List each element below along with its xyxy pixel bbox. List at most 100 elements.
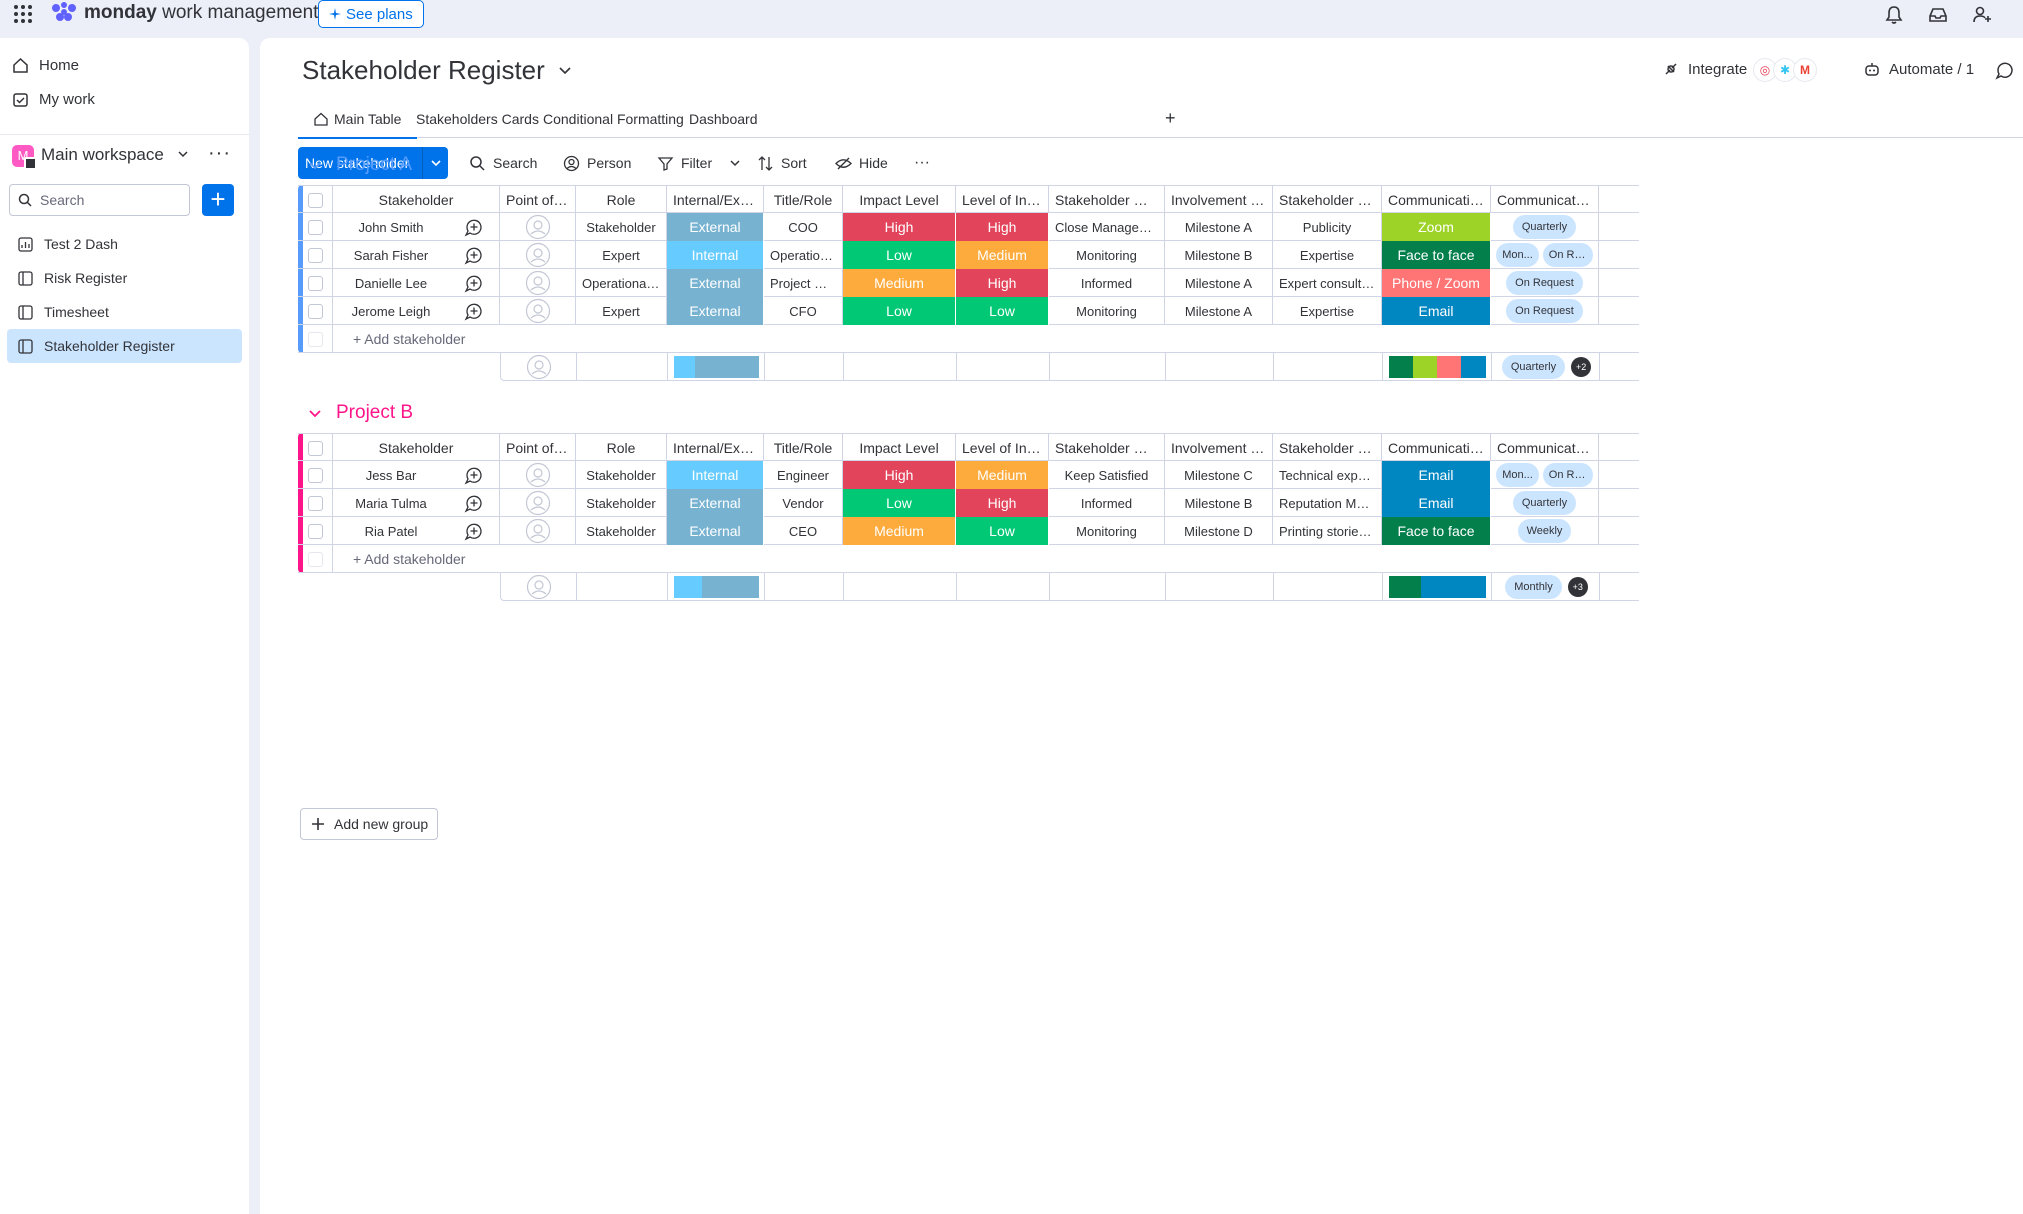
ie-status-cell[interactable]: External bbox=[667, 489, 764, 517]
sort-button[interactable]: Sort bbox=[757, 147, 807, 179]
column-header[interactable]: Stakeholder mappi... bbox=[1049, 434, 1165, 462]
column-header[interactable]: Communication ... bbox=[1382, 434, 1491, 462]
column-header[interactable]: Stakeholder Imp... bbox=[1273, 186, 1382, 214]
update-cell[interactable] bbox=[449, 297, 500, 325]
role-cell[interactable]: Operational Tea... bbox=[576, 269, 667, 297]
column-header[interactable]: Internal/Extern... bbox=[667, 434, 764, 462]
sidebar-board-item[interactable]: Timesheet bbox=[7, 295, 242, 329]
column-header[interactable]: Role bbox=[576, 434, 667, 462]
communication-method-cell[interactable]: Email bbox=[1382, 461, 1491, 489]
ie-status-cell[interactable]: External bbox=[667, 213, 764, 241]
communication-frequency-cell[interactable]: On Request bbox=[1491, 269, 1599, 297]
ie-summary-bar[interactable] bbox=[673, 576, 759, 598]
stakeholder-importance-cell[interactable]: Reputation Manage... bbox=[1273, 489, 1382, 517]
group-header[interactable]: Project A bbox=[308, 151, 412, 179]
column-header[interactable]: Level of Invol... bbox=[956, 186, 1049, 214]
stakeholder-name-cell[interactable]: Danielle Lee bbox=[354, 275, 428, 291]
communication-frequency-cell[interactable]: On Request bbox=[1491, 297, 1599, 325]
stakeholder-importance-cell[interactable]: Expert consultancy bbox=[1273, 269, 1382, 297]
add-view-button[interactable]: + bbox=[1165, 108, 1176, 128]
point-of-contact-cell[interactable] bbox=[500, 489, 576, 517]
title-role-cell[interactable]: CEO bbox=[764, 517, 843, 545]
tab-main-table[interactable]: Main Table bbox=[298, 100, 418, 139]
frequency-tag[interactable]: Quarterly bbox=[1512, 491, 1577, 515]
involvement-milestone-cell[interactable]: Milestone A bbox=[1165, 213, 1273, 241]
communication-frequency-cell[interactable]: Mon... On Req... bbox=[1491, 241, 1599, 269]
ie-status-cell[interactable]: Internal bbox=[667, 461, 764, 489]
table-row[interactable]: Jess Bar Stakeholder Internal Engineer High M… bbox=[298, 461, 1639, 489]
column-header[interactable]: Involvement Mile... bbox=[1165, 186, 1273, 214]
column-header[interactable]: Internal/Extern... bbox=[667, 186, 764, 214]
role-cell[interactable]: Expert bbox=[576, 297, 667, 325]
stakeholder-name-cell[interactable]: Ria Patel bbox=[364, 523, 418, 539]
add-board-button[interactable]: + bbox=[202, 184, 234, 216]
ie-status-cell[interactable]: External bbox=[667, 269, 764, 297]
column-header[interactable]: Point of C... bbox=[500, 434, 576, 462]
stakeholder-mapping-cell[interactable]: Monitoring bbox=[1049, 241, 1165, 269]
page-title[interactable]: Stakeholder Register bbox=[302, 55, 545, 85]
update-cell[interactable] bbox=[449, 489, 500, 517]
stakeholder-mapping-cell[interactable]: Monitoring bbox=[1049, 517, 1165, 545]
frequency-tag[interactable]: Monthly bbox=[1505, 575, 1562, 599]
sidebar-board-item[interactable]: Risk Register bbox=[7, 261, 242, 295]
stakeholder-importance-cell[interactable]: Printing stories that... bbox=[1273, 517, 1382, 545]
communication-method-cell[interactable]: Phone / Zoom bbox=[1382, 269, 1491, 297]
role-cell[interactable]: Stakeholder bbox=[576, 461, 667, 489]
chevron-down-icon[interactable] bbox=[557, 62, 573, 78]
role-cell[interactable]: Stakeholder bbox=[576, 517, 667, 545]
add-update-icon[interactable] bbox=[464, 301, 484, 321]
point-of-contact-cell[interactable] bbox=[500, 213, 576, 241]
impact-status-cell[interactable]: Low bbox=[843, 489, 956, 517]
checkbox-cell[interactable] bbox=[298, 186, 333, 214]
table-row[interactable]: Danielle Lee Operational Tea...ExternalPr… bbox=[298, 269, 1639, 297]
stakeholder-mapping-cell[interactable]: Informed bbox=[1049, 489, 1165, 517]
impact-status-cell[interactable]: High bbox=[843, 461, 956, 489]
role-cell[interactable]: Expert bbox=[576, 241, 667, 269]
more-actions-button[interactable]: ··· bbox=[914, 154, 930, 171]
involvement-milestone-cell[interactable]: Milestone A bbox=[1165, 269, 1273, 297]
stakeholder-importance-cell[interactable]: Technical expertise bbox=[1273, 461, 1382, 489]
stakeholder-mapping-cell[interactable]: Monitoring bbox=[1049, 297, 1165, 325]
column-header[interactable]: Communication ... bbox=[1491, 186, 1599, 214]
add-update-icon[interactable] bbox=[464, 245, 484, 265]
workspace-selector[interactable]: Main workspace bbox=[41, 145, 189, 165]
stakeholder-mapping-cell[interactable]: Informed bbox=[1049, 269, 1165, 297]
communication-frequency-cell[interactable]: Weekly bbox=[1491, 517, 1599, 545]
person-avatar-icon[interactable] bbox=[525, 214, 551, 240]
tab-conditional-formatting[interactable]: Conditional Formatting bbox=[543, 111, 684, 127]
involvement-milestone-cell[interactable]: Milestone D bbox=[1165, 517, 1273, 545]
select-all-checkbox[interactable] bbox=[307, 192, 323, 208]
invite-user-icon[interactable] bbox=[1971, 4, 1993, 26]
checkbox-cell[interactable] bbox=[298, 269, 333, 297]
person-avatar-icon[interactable] bbox=[525, 270, 551, 296]
checkbox-cell[interactable] bbox=[298, 434, 333, 462]
column-header[interactable]: Stakeholder mappi... bbox=[1049, 186, 1165, 214]
invol-status-cell[interactable]: Low bbox=[956, 297, 1049, 325]
row-checkbox[interactable] bbox=[307, 495, 323, 511]
ie-status-cell[interactable]: Internal bbox=[667, 241, 764, 269]
chevron-down-icon[interactable] bbox=[308, 406, 322, 420]
stakeholder-name-cell[interactable]: Jerome Leigh bbox=[351, 303, 431, 319]
inbox-icon[interactable] bbox=[1927, 4, 1949, 26]
person-avatar-icon[interactable] bbox=[525, 490, 551, 516]
stakeholder-name-cell[interactable]: John Smith bbox=[358, 219, 424, 235]
filter-button[interactable]: Filter bbox=[657, 147, 741, 179]
ie-status-cell[interactable]: External bbox=[667, 517, 764, 545]
checkbox-cell[interactable] bbox=[298, 297, 333, 325]
person-avatar-icon[interactable] bbox=[525, 518, 551, 544]
add-new-group-button[interactable]: Add new group bbox=[300, 808, 439, 840]
title-role-cell[interactable]: Engineer bbox=[764, 461, 843, 489]
person-filter-button[interactable]: Person bbox=[563, 147, 631, 179]
person-avatar-icon[interactable] bbox=[525, 298, 551, 324]
add-stakeholder-input[interactable]: + Add stakeholder bbox=[353, 331, 466, 347]
column-header[interactable]: Stakeholder bbox=[333, 186, 500, 214]
table-row[interactable]: Jerome Leigh Expert External CFO Low Low Monit… bbox=[298, 297, 1639, 325]
role-cell[interactable]: Stakeholder bbox=[576, 489, 667, 517]
table-row[interactable]: Ria Patel Stakeholder External CEO Medium Low… bbox=[298, 517, 1639, 545]
apps-grid-icon[interactable] bbox=[14, 5, 32, 23]
more-count-badge[interactable]: +2 bbox=[1571, 357, 1592, 377]
ie-summary-bar[interactable] bbox=[673, 356, 759, 378]
add-update-icon[interactable] bbox=[464, 273, 484, 293]
bell-icon[interactable] bbox=[1883, 4, 1905, 26]
row-checkbox[interactable] bbox=[307, 275, 323, 291]
